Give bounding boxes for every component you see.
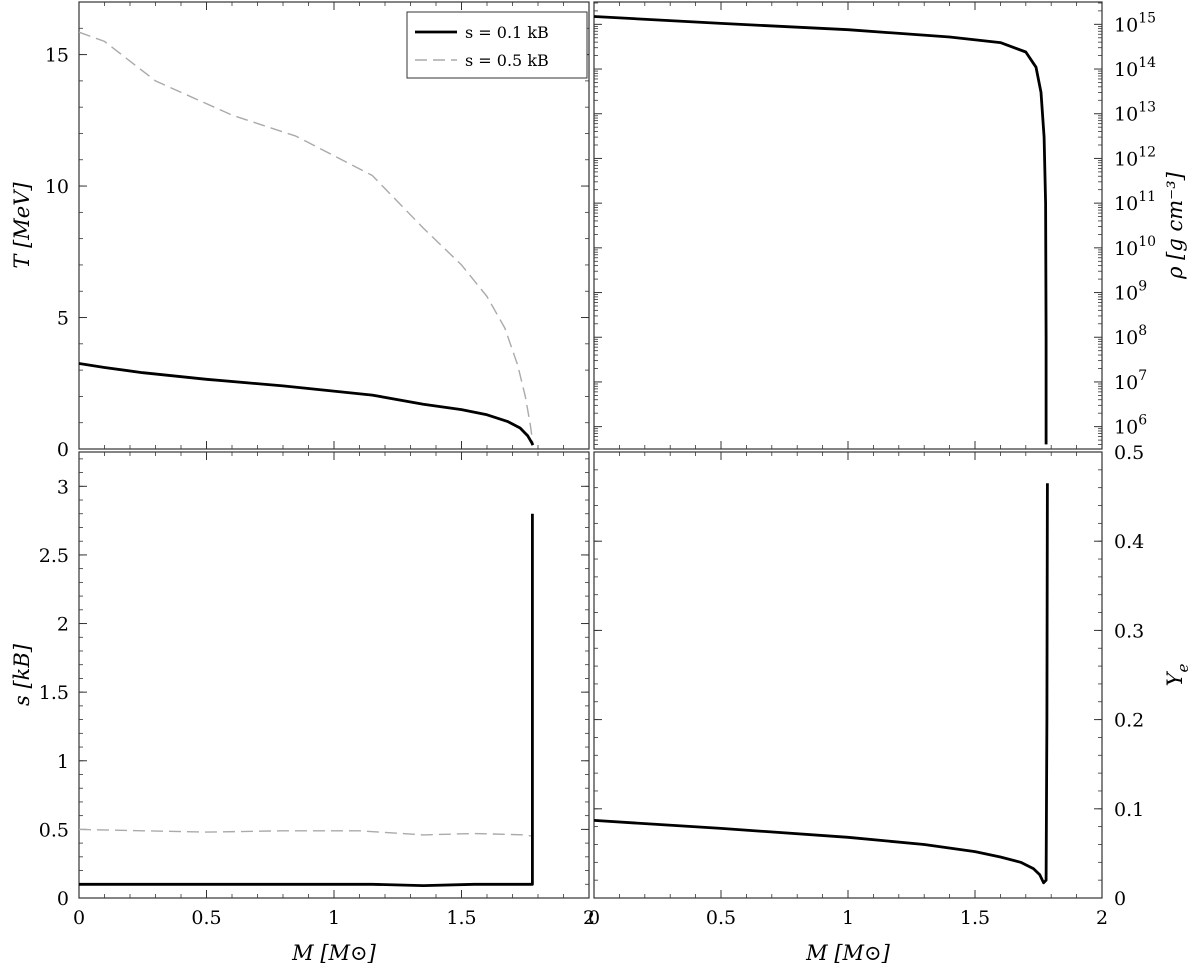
x-tick-label: 2 — [583, 907, 595, 929]
x-tick-label: 1.5 — [960, 907, 990, 929]
tick-exponent: 15 — [1138, 10, 1156, 26]
y-tick-label: 1011 — [1114, 189, 1156, 215]
legend-label: s = 0.5 kB — [465, 51, 549, 70]
plot-frame — [593, 451, 1103, 899]
tick-exponent: 7 — [1138, 368, 1147, 384]
y-tick-label: 0.4 — [1114, 531, 1144, 553]
panel-top-left: 0 5 10 15 T [MeV] s = 0.1 kB s = 0.5 kB — [10, 1, 590, 461]
x-tick-label: 0 — [588, 907, 600, 929]
x-axis-label: M [M⊙] — [291, 941, 376, 965]
panel-bottom-right: 0 0.1 0.2 0.3 0.4 0.5 0 0.5 1 1.5 2 Ye M [M⊙] — [588, 442, 1192, 965]
y-tick-label: 0 — [1114, 888, 1126, 910]
tick-exponent: 9 — [1138, 279, 1147, 295]
x-tick-label: 0 — [73, 907, 85, 929]
legend-box — [406, 11, 588, 79]
y-tick-label: 1010 — [1114, 234, 1156, 260]
y-tick-label: 0.5 — [1114, 442, 1144, 464]
tick-base: 10 — [1114, 59, 1138, 81]
y-tick-label: 0.1 — [1114, 799, 1144, 821]
y-tick-label: 1014 — [1114, 55, 1156, 81]
y-tick-label: 0.2 — [1114, 710, 1144, 732]
legend-label: s = 0.1 kB — [465, 23, 549, 42]
y-tick-label: 0 — [57, 888, 69, 910]
y-label-main: Y — [1163, 670, 1187, 686]
tick-exponent: 12 — [1138, 144, 1156, 160]
tick-base: 10 — [1114, 193, 1138, 215]
y-axis-label: T [MeV] — [10, 182, 34, 269]
tick-exponent: 6 — [1138, 413, 1147, 429]
y-tick-label: 107 — [1114, 368, 1147, 394]
x-tick-label: 0.5 — [706, 907, 736, 929]
y-tick-label: 0 — [57, 439, 69, 461]
y-tick-label: 1 — [57, 751, 69, 773]
y-tick-label: 2.5 — [39, 545, 69, 567]
series-line-s-0-1-kB — [594, 483, 1049, 885]
tick-base: 10 — [1114, 417, 1138, 439]
y-tick-label: 106 — [1114, 413, 1147, 439]
tick-base: 10 — [1114, 327, 1138, 349]
y-tick-label: 3 — [57, 476, 69, 498]
y-tick-label: 5 — [57, 308, 69, 330]
tick-base: 10 — [1114, 238, 1138, 260]
tick-exponent: 13 — [1138, 100, 1156, 116]
tick-exponent: 11 — [1138, 189, 1156, 205]
y-tick-label: 2 — [57, 614, 69, 636]
series-line-s-0-1-kB — [594, 15, 1048, 445]
y-tick-label: 0.3 — [1114, 620, 1144, 642]
y-tick-label: 1015 — [1114, 10, 1156, 36]
x-axis-label: M [M⊙] — [805, 941, 890, 965]
tick-base: 10 — [1114, 148, 1138, 170]
y-tick-label: 10 — [45, 176, 69, 198]
tick-base: 10 — [1114, 283, 1138, 305]
legend: s = 0.1 kB s = 0.5 kB — [406, 11, 588, 79]
tick-exponent: 14 — [1138, 55, 1156, 71]
series-line-s-0-1-kB — [79, 362, 535, 446]
tick-exponent: 8 — [1138, 323, 1147, 339]
series-line-s-0-5-kB — [79, 744, 534, 837]
tick-base: 10 — [1114, 372, 1138, 394]
y-label-sub: e — [1174, 664, 1192, 673]
series-line-s-0-5-kB — [79, 31, 534, 444]
y-tick-label: 108 — [1114, 323, 1147, 349]
x-tick-label: 1 — [328, 907, 340, 929]
y-tick-label: 15 — [45, 45, 69, 67]
tick-base: 10 — [1114, 14, 1138, 36]
x-tick-label: 1.5 — [446, 907, 476, 929]
y-tick-label: 109 — [1114, 279, 1147, 305]
tick-base: 10 — [1114, 104, 1138, 126]
y-tick-label: 1.5 — [39, 682, 69, 704]
series-line-s-0-5-kB — [594, 483, 1049, 884]
plot-frame — [593, 1, 1103, 450]
x-tick-label: 1 — [842, 907, 854, 929]
y-tick-label: 1013 — [1114, 100, 1156, 126]
x-tick-label: 2 — [1096, 907, 1108, 929]
tick-exponent: 10 — [1138, 234, 1156, 250]
y-axis-label: Ye — [1163, 664, 1192, 687]
series-line-s-0-1-kB — [79, 513, 534, 887]
y-axis-label: ρ [g cm⁻³] — [1163, 171, 1187, 280]
y-tick-label: 0.5 — [39, 819, 69, 841]
panel-bottom-left: 0 0.5 1 1.5 2 2.5 3 0 0.5 1 1.5 2 s [kB] M [M⊙] — [10, 451, 595, 965]
series-line-s-0-5-kB — [594, 15, 1047, 445]
x-tick-label: 0.5 — [191, 907, 221, 929]
y-axis-label: s [kB] — [10, 643, 34, 706]
y-tick-label: 1012 — [1114, 144, 1156, 170]
